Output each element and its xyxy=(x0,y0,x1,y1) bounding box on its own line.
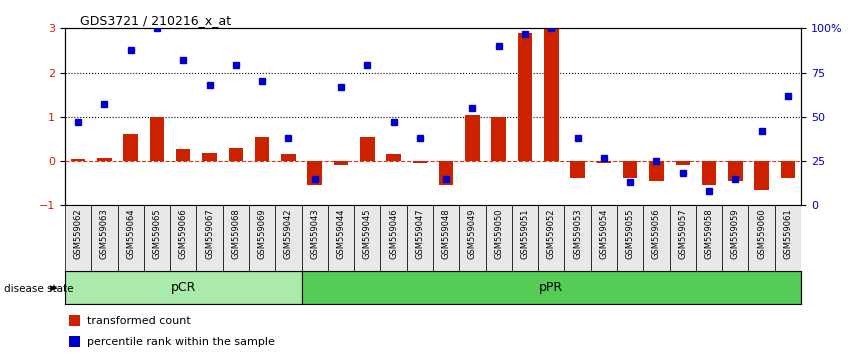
Bar xyxy=(68,315,80,326)
Bar xyxy=(360,137,374,161)
Bar xyxy=(728,161,742,181)
Bar xyxy=(512,205,538,271)
Bar xyxy=(617,205,643,271)
Bar xyxy=(492,117,506,161)
Text: transformed count: transformed count xyxy=(87,316,191,326)
Text: GSM559066: GSM559066 xyxy=(178,209,188,259)
Text: GSM559044: GSM559044 xyxy=(337,209,346,259)
Bar xyxy=(124,133,138,161)
Bar xyxy=(118,205,144,271)
Text: GSM559054: GSM559054 xyxy=(599,209,609,259)
Text: GSM559067: GSM559067 xyxy=(205,209,214,259)
Bar xyxy=(486,205,512,271)
Text: pPR: pPR xyxy=(540,281,564,294)
Bar xyxy=(669,205,696,271)
Bar xyxy=(275,205,301,271)
Text: GSM559043: GSM559043 xyxy=(310,209,320,259)
Bar xyxy=(748,205,775,271)
Text: GSM559050: GSM559050 xyxy=(494,209,503,259)
Text: GSM559047: GSM559047 xyxy=(416,209,424,259)
Text: GSM559048: GSM559048 xyxy=(442,209,450,259)
Bar xyxy=(307,161,322,185)
Bar xyxy=(780,161,795,178)
Bar xyxy=(643,205,669,271)
Text: GSM559068: GSM559068 xyxy=(231,209,241,259)
Bar xyxy=(301,205,328,271)
Bar xyxy=(65,205,91,271)
Text: GSM559064: GSM559064 xyxy=(126,209,135,259)
Bar xyxy=(281,154,295,161)
Bar xyxy=(249,205,275,271)
Bar xyxy=(722,205,748,271)
Bar xyxy=(301,271,801,304)
Bar xyxy=(223,205,249,271)
Bar xyxy=(197,205,223,271)
Bar xyxy=(144,205,170,271)
Bar xyxy=(170,205,197,271)
Bar xyxy=(623,161,637,178)
Text: GSM559055: GSM559055 xyxy=(625,209,635,259)
Bar xyxy=(775,205,801,271)
Bar xyxy=(696,205,722,271)
Bar xyxy=(91,205,118,271)
Bar xyxy=(386,154,401,161)
Text: GSM559053: GSM559053 xyxy=(573,209,582,259)
Bar xyxy=(433,205,459,271)
Bar xyxy=(354,205,380,271)
Text: ►: ► xyxy=(50,284,59,293)
Bar xyxy=(176,149,191,161)
Text: GSM559063: GSM559063 xyxy=(100,209,109,259)
Bar xyxy=(439,161,454,185)
Text: GDS3721 / 210216_x_at: GDS3721 / 210216_x_at xyxy=(80,14,231,27)
Text: GSM559057: GSM559057 xyxy=(678,209,688,259)
Bar xyxy=(591,205,617,271)
Bar xyxy=(71,159,86,161)
Bar xyxy=(459,205,486,271)
Text: GSM559060: GSM559060 xyxy=(757,209,766,259)
Text: percentile rank within the sample: percentile rank within the sample xyxy=(87,337,275,347)
Bar xyxy=(650,161,663,181)
Bar xyxy=(701,161,716,185)
Text: GSM559065: GSM559065 xyxy=(152,209,161,259)
Text: GSM559059: GSM559059 xyxy=(731,209,740,259)
Bar xyxy=(68,336,80,347)
Text: GSM559049: GSM559049 xyxy=(468,209,477,259)
Text: GSM559046: GSM559046 xyxy=(389,209,398,259)
Text: GSM559042: GSM559042 xyxy=(284,209,293,259)
Bar xyxy=(65,271,301,304)
Text: GSM559069: GSM559069 xyxy=(257,209,267,259)
Bar xyxy=(675,161,690,165)
Text: GSM559056: GSM559056 xyxy=(652,209,661,259)
Text: pCR: pCR xyxy=(171,281,196,294)
Text: GSM559061: GSM559061 xyxy=(784,209,792,259)
Text: GSM559062: GSM559062 xyxy=(74,209,82,259)
Bar xyxy=(754,161,769,190)
Bar xyxy=(538,205,565,271)
Bar xyxy=(465,115,480,161)
Bar xyxy=(150,117,165,161)
Bar xyxy=(597,161,611,163)
Bar xyxy=(203,153,216,161)
Text: GSM559052: GSM559052 xyxy=(546,209,556,259)
Bar xyxy=(565,205,591,271)
Bar xyxy=(518,33,533,161)
Text: GSM559045: GSM559045 xyxy=(363,209,372,259)
Bar xyxy=(328,205,354,271)
Text: GSM559058: GSM559058 xyxy=(705,209,714,259)
Bar xyxy=(571,161,585,178)
Bar xyxy=(333,161,348,165)
Text: disease state: disease state xyxy=(4,284,74,293)
Bar xyxy=(380,205,407,271)
Bar xyxy=(544,28,559,161)
Bar xyxy=(407,205,433,271)
Text: GSM559051: GSM559051 xyxy=(520,209,529,259)
Bar xyxy=(412,161,427,163)
Bar xyxy=(229,148,243,161)
Bar xyxy=(255,137,269,161)
Bar xyxy=(97,158,112,161)
